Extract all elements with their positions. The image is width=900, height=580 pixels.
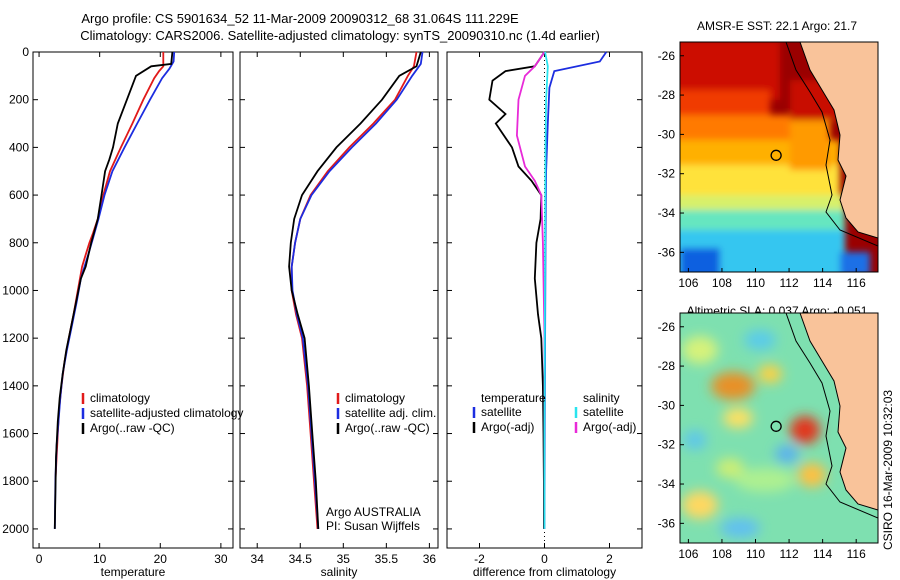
sst-lon-tick-label: 108 <box>712 276 732 290</box>
sla-lon-tick-label: 114 <box>813 547 832 561</box>
temperature-xtick-label: 10 <box>93 552 107 566</box>
figure-title-line2: Climatology: CARS2006. Satellite-adjuste… <box>80 28 600 43</box>
sla-map-axes: 106 108 110 112 114 116 -26 -28 -30 -32 -34 -36 <box>658 320 866 561</box>
depth-tick-label: 1800 <box>2 474 29 488</box>
temperature-legend-item-label: satellite-adjusted climatology <box>90 406 243 420</box>
difference-legend-item-label: satellite <box>583 405 624 419</box>
sst-lat-tick-label: -28 <box>658 88 676 102</box>
sla-lon-tick-label: 108 <box>712 547 732 561</box>
difference-series-magenta <box>515 51 546 529</box>
temperature-series-black <box>53 51 174 529</box>
depth-tick-label: 800 <box>9 236 29 250</box>
difference-xtick-label: 0 <box>541 552 548 566</box>
sst-lat-tick-label: -26 <box>658 49 676 63</box>
salinity-xtick-label: 36 <box>423 552 437 566</box>
sst-map <box>680 42 878 272</box>
sla-lon-tick-label: 112 <box>779 547 798 561</box>
sst-map-frame <box>679 41 879 273</box>
sst-lon-tick-label: 106 <box>678 276 698 290</box>
difference-legend: temperaturesatelliteArgo(-adj)salinitysa… <box>472 391 636 434</box>
depth-tick-label: 600 <box>9 188 29 202</box>
sst-argo-location-marker <box>770 149 782 161</box>
sst-lat-tick-label: -36 <box>658 245 676 259</box>
difference-legend-item-label: Argo(-adj) <box>481 420 534 434</box>
sst-lon-tick-label: 114 <box>813 276 832 290</box>
temperature-axes-frame <box>32 51 234 549</box>
depth-tick-label: 2000 <box>2 522 29 536</box>
sla-map-frame <box>679 312 879 544</box>
difference-legend-item-label: salinity <box>583 391 620 405</box>
sla-lat-tick-label: -32 <box>658 438 676 452</box>
sla-map <box>680 313 878 543</box>
salinity-xtick-label: 34.5 <box>289 552 313 566</box>
temperature-xtick-label: 30 <box>214 552 228 566</box>
salinity-legend-item-label: satellite adj. clim. <box>345 406 436 420</box>
sla-lat-tick-label: -28 <box>658 359 676 373</box>
depth-tick-label: 1000 <box>2 283 29 297</box>
sst-map-title: AMSR-E SST: 22.1 Argo: 21.7 <box>697 19 857 33</box>
temperature-series-blue <box>53 51 176 529</box>
sla-lon-tick-label: 110 <box>746 547 765 561</box>
sla-lat-tick-label: -26 <box>658 320 676 334</box>
sla-lon-tick-label: 106 <box>678 547 698 561</box>
difference-legend-item-label: satellite <box>481 405 522 419</box>
argo-annotation-line: PI: Susan Wijffels <box>326 519 420 533</box>
depth-tick-label: 0 <box>22 45 29 59</box>
sla-lat-tick-label: -30 <box>658 398 676 412</box>
sla-argo-location-marker <box>770 420 782 432</box>
temperature-legend-item-label: Argo(..raw -QC) <box>90 421 175 435</box>
sla-lon-tick-label: 116 <box>847 547 866 561</box>
sst-lon-tick-label: 112 <box>779 276 798 290</box>
sst-lat-tick-label: -34 <box>658 206 676 220</box>
sla-lat-tick-label: -36 <box>658 516 676 530</box>
salinity-xtick-label: 34 <box>251 552 265 566</box>
sst-map-axes: 106 108 110 112 114 116 -26 -28 -30 -32 -34 -36 <box>658 49 866 290</box>
salinity-panel: 34 34.5 35 35.5 36 salinity <box>239 51 439 579</box>
temperature-xtick-label: 20 <box>154 552 168 566</box>
depth-tick-label: 200 <box>9 93 29 107</box>
sst-lat-tick-label: -32 <box>658 167 676 181</box>
temperature-xlabel: temperature <box>101 565 166 579</box>
salinity-xtick-label: 35 <box>337 552 351 566</box>
difference-series-blue <box>543 51 608 529</box>
depth-tick-label: 1200 <box>2 331 29 345</box>
difference-xtick-label: -2 <box>474 552 485 566</box>
salinity-axes-frame <box>239 51 439 549</box>
difference-xtick-label: 2 <box>606 552 613 566</box>
side-timestamp-label: CSIRO 16-Mar-2009 10:32:03 <box>881 390 895 550</box>
difference-xlabel: difference from climatology <box>473 565 616 579</box>
temperature-xtick-label: 0 <box>36 552 43 566</box>
salinity-series-red <box>290 51 418 529</box>
depth-tick-label: 1400 <box>2 379 29 393</box>
salinity-series-blue <box>290 51 424 529</box>
argo-annotation-line: Argo AUSTRALIA <box>326 505 421 519</box>
salinity-xtick-label: 35.5 <box>375 552 399 566</box>
depth-tick-label: 1600 <box>2 427 29 441</box>
difference-series-black <box>488 51 546 529</box>
difference-legend-item-label: temperature <box>481 391 546 405</box>
salinity-series-black <box>288 51 422 529</box>
salinity-xlabel: salinity <box>321 565 358 579</box>
figure-title-line1: Argo profile: CS 5901634_52 11-Mar-2009 … <box>81 11 519 26</box>
sst-lon-tick-label: 110 <box>746 276 765 290</box>
sst-lon-tick-label: 116 <box>847 276 866 290</box>
sla-lat-tick-label: -34 <box>658 477 676 491</box>
salinity-legend-item-label: climatology <box>345 391 405 405</box>
temperature-legend-item-label: climatology <box>90 391 150 405</box>
difference-series-cyan <box>543 51 549 529</box>
sst-lat-tick-label: -30 <box>658 127 676 141</box>
temperature-panel: 0 10 20 30 0 200 400 600 800 1000 1200 1400 1600 1800… <box>2 45 234 579</box>
salinity-legend-item-label: Argo(..raw -QC) <box>345 421 430 435</box>
difference-legend-item-label: Argo(-adj) <box>583 420 636 434</box>
depth-tick-label: 400 <box>9 140 29 154</box>
